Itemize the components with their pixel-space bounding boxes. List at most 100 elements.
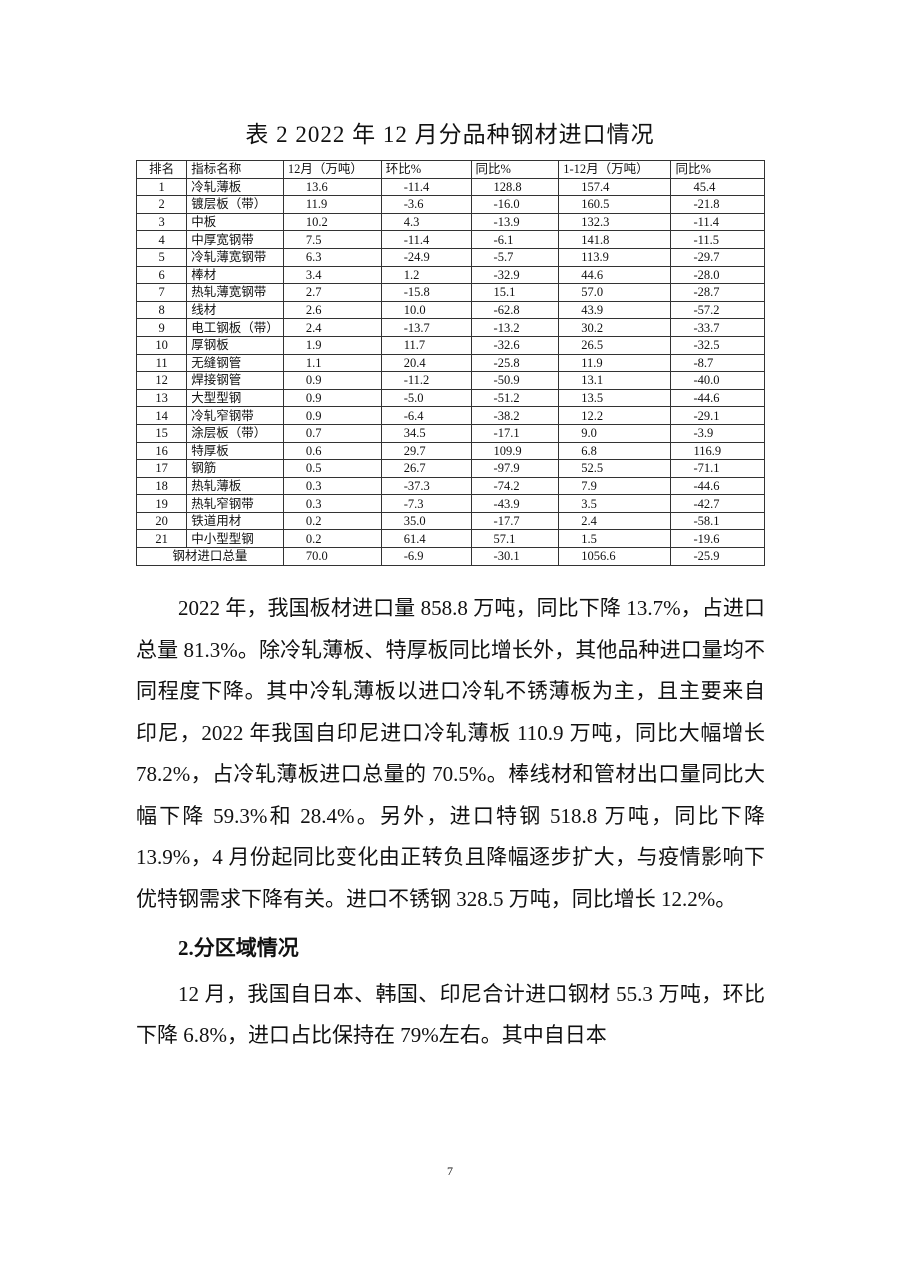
table-row: 5 冷轧薄宽钢带 6.3 -24.9 -5.7 113.9 -29.7	[135, 247, 765, 267]
table-cell: 15	[135, 423, 188, 443]
header-row: 排名 指标名称 12月（万吨） 环比% 同比% 1-12月（万吨） 同比%	[135, 160, 765, 179]
table-row: 19 热轧窄钢带 0.3 -7.3 -43.9 3.5 -42.7	[135, 494, 765, 513]
table-cell: -19.6	[670, 529, 765, 549]
table-cell: -5.0	[380, 388, 472, 408]
table-cell: 0.9	[282, 371, 382, 390]
table-cell: 1.1	[282, 353, 382, 373]
import-table: 排名 指标名称 12月（万吨） 环比% 同比% 1-12月（万吨） 同比% 1 冷轧薄板 13.6…	[135, 160, 765, 566]
table-cell: 45.4	[670, 177, 765, 197]
table-cell: 线材	[186, 300, 284, 320]
table-cell: 11.7	[380, 335, 472, 355]
table-cell: 1.2	[380, 265, 472, 285]
table-cell: 0.9	[282, 406, 382, 425]
table-cell: 20.4	[380, 353, 472, 373]
table-cell: -43.9	[470, 494, 560, 513]
table-cell: -50.9	[470, 371, 560, 390]
table-cell: 9.0	[558, 423, 672, 443]
table-cell: -8.7	[670, 353, 765, 373]
table-cell: 132.3	[558, 212, 672, 232]
table-cell: 中厚宽钢带	[186, 230, 284, 249]
table-row: 16 特厚板 0.6 29.7 109.9 6.8 116.9	[135, 441, 765, 461]
table-row: 20 铁道用材 0.2 35.0 -17.7 2.4 -58.1	[135, 511, 765, 531]
table-cell: -37.3	[380, 476, 472, 496]
table-cell: -25.8	[470, 353, 560, 373]
table-cell: 44.6	[558, 265, 672, 285]
header-cell: 环比%	[380, 160, 472, 179]
total-cell: 钢材进口总量	[136, 547, 284, 566]
total-cell: -25.9	[670, 547, 765, 566]
table-cell: 9	[135, 318, 188, 337]
header-cell: 1-12月（万吨）	[558, 160, 672, 179]
table-cell: 2.4	[282, 318, 382, 337]
table-cell: 109.9	[470, 441, 560, 461]
table-cell: -28.7	[670, 283, 765, 302]
table-cell: 2.4	[558, 511, 672, 531]
table-cell: 0.9	[282, 388, 382, 408]
table-cell: 1	[135, 177, 188, 197]
table-cell: 1.5	[558, 529, 672, 549]
table-cell: 8	[135, 300, 188, 320]
table-cell: 141.8	[558, 230, 672, 249]
table-cell: 厚钢板	[186, 335, 284, 355]
table-row: 8 线材 2.6 10.0 -62.8 43.9 -57.2	[135, 300, 765, 320]
table-cell: 7.5	[282, 230, 382, 249]
header-cell: 指标名称	[186, 160, 284, 179]
table-cell: 4	[135, 230, 188, 249]
table-cell: 热轧窄钢带	[186, 494, 284, 513]
table-cell: 涂层板（带）	[186, 423, 284, 443]
table-cell: 10	[135, 335, 188, 355]
table-cell: 中板	[186, 212, 284, 232]
table-cell: -11.5	[670, 230, 765, 249]
table-row: 21 中小型型钢 0.2 61.4 57.1 1.5 -19.6	[135, 529, 765, 549]
table-cell: -97.9	[470, 459, 560, 478]
table-cell: 焊接钢管	[186, 371, 284, 390]
page-number: 7	[447, 1164, 453, 1178]
table-cell: 0.7	[282, 423, 382, 443]
table-cell: 2	[135, 195, 188, 214]
table-cell: 19	[135, 494, 188, 513]
table-cell: 116.9	[670, 441, 765, 461]
table-cell: -6.4	[380, 406, 472, 425]
table-cell: -32.9	[470, 265, 560, 285]
table-cell: 6	[135, 265, 188, 285]
table-row: 10 厚钢板 1.9 11.7 -32.6 26.5 -32.5	[135, 335, 765, 355]
table-cell: 4.3	[380, 212, 472, 232]
table-cell: 钢筋	[186, 459, 284, 478]
header-cell: 排名	[135, 160, 188, 179]
table-cell: 15.1	[470, 283, 560, 302]
table-cell: 3.5	[558, 494, 672, 513]
total-row: 钢材进口总量 70.0 -6.9 -30.1 1056.6 -25.9	[136, 547, 765, 566]
table-cell: 29.7	[380, 441, 472, 461]
table-cell: 18	[135, 476, 188, 496]
table-cell: -44.6	[670, 476, 765, 496]
table-cell: -32.6	[470, 335, 560, 355]
total-cell: -6.9	[380, 547, 472, 566]
table-cell: -42.7	[670, 494, 765, 513]
table-cell: 128.8	[470, 177, 560, 197]
table-cell: 0.5	[282, 459, 382, 478]
table-cell: 0.3	[282, 476, 382, 496]
table-row: 9 电工钢板（带） 2.4 -13.7 -13.2 30.2 -33.7	[135, 318, 765, 337]
total-cell: 70.0	[282, 547, 382, 566]
table-cell: 7	[135, 283, 188, 302]
table-cell: 2.7	[282, 283, 382, 302]
table-cell: -7.3	[380, 494, 472, 513]
table-cell: 0.2	[282, 529, 382, 549]
table-cell: -44.6	[670, 388, 765, 408]
table-cell: -17.7	[470, 511, 560, 531]
table-cell: 13.5	[558, 388, 672, 408]
table-cell: 34.5	[380, 423, 472, 443]
table-row: 4 中厚宽钢带 7.5 -11.4 -6.1 141.8 -11.5	[135, 230, 765, 249]
table-cell: 52.5	[558, 459, 672, 478]
table-row: 17 钢筋 0.5 26.7 -97.9 52.5 -71.1	[135, 459, 765, 478]
table-row: 12 焊接钢管 0.9 -11.2 -50.9 13.1 -40.0	[135, 371, 765, 390]
table-cell: 61.4	[380, 529, 472, 549]
table-cell: 26.5	[558, 335, 672, 355]
table-cell: 无缝钢管	[186, 353, 284, 373]
table-cell: 1.9	[282, 335, 382, 355]
header-cell: 同比%	[470, 160, 560, 179]
table-cell: -57.2	[670, 300, 765, 320]
table-cell: 大型型钢	[186, 388, 284, 408]
table-cell: 12.2	[558, 406, 672, 425]
table-cell: -32.5	[670, 335, 765, 355]
